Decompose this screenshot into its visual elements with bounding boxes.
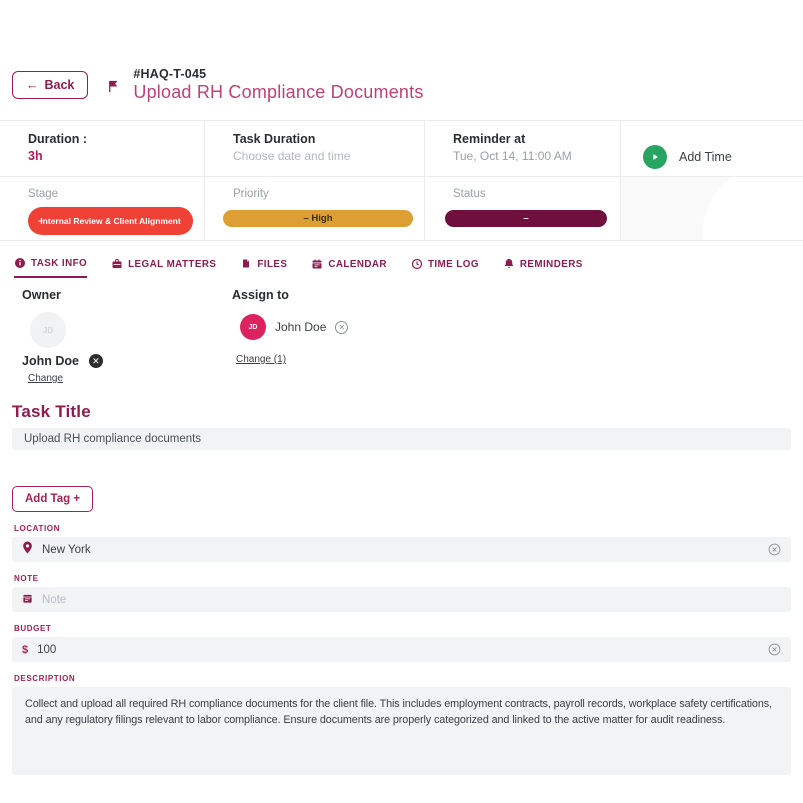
back-arrow-icon: ← (26, 78, 39, 92)
add-tag-button[interactable]: Add Tag + (12, 486, 94, 512)
location-value: New York (42, 543, 91, 556)
assign-label: Assign to (232, 288, 289, 302)
tab-reminders[interactable]: REMINDERS (503, 257, 583, 278)
stage-pill[interactable]: – Internal Review & Client Alignment (28, 207, 193, 235)
location-label: LOCATION (14, 524, 60, 533)
play-icon[interactable] (643, 144, 667, 169)
stage-cell: Stage – Internal Review & Client Alignme… (0, 177, 205, 240)
task-duration-label: Task Duration (233, 132, 316, 146)
add-time-label: Add Time (679, 149, 732, 164)
status-pill[interactable]: – (445, 210, 607, 227)
owner-name-row: John Doe ✕ (22, 354, 232, 368)
duration-cell: Duration : 3h (0, 121, 205, 176)
remove-assignee-icon[interactable]: ✕ (335, 320, 349, 334)
tab-files[interactable]: FILES (240, 257, 287, 278)
assignee-row: JD John Doe ✕ (240, 314, 442, 340)
owner-avatar[interactable]: JD (30, 312, 66, 348)
calendar-icon (311, 258, 323, 270)
location-pin-icon (22, 541, 33, 559)
assign-change-link[interactable]: Change (1) (236, 354, 287, 365)
priority-value: – High (303, 213, 333, 224)
tab-label: LEGAL MATTERS (128, 258, 217, 270)
reminder-value[interactable]: Tue, Oct 14, 11:00 AM (453, 149, 572, 163)
note-label: NOTE (14, 574, 39, 583)
flag-icon (106, 77, 121, 94)
description-label: DESCRIPTION (14, 674, 76, 683)
remove-owner-icon[interactable]: ✕ (88, 354, 103, 368)
assignee-avatar[interactable]: JD (240, 314, 266, 340)
back-button-label: Back (44, 78, 75, 92)
decorative-circle (703, 177, 803, 240)
location-field[interactable]: New York (12, 537, 791, 562)
description-textarea[interactable]: Collect and upload all required RH compl… (12, 687, 791, 775)
task-duration-cell[interactable]: Task Duration Choose date and time (205, 121, 425, 176)
tab-label: TIME LOG (427, 258, 479, 270)
note-field[interactable]: Note (12, 587, 791, 612)
budget-label: BUDGET (14, 624, 52, 633)
budget-field[interactable]: $ 100 (12, 637, 791, 662)
form-footer: Update (12, 780, 791, 803)
task-title-heading: Task Title (12, 402, 91, 421)
tab-legal-matters[interactable]: LEGAL MATTERS (111, 257, 216, 278)
clear-budget-icon[interactable] (768, 643, 781, 656)
tab-label: CALENDAR (328, 258, 387, 270)
status-cell: Status – (425, 177, 621, 240)
clear-location-icon[interactable] (768, 543, 781, 556)
summary-row-statuses: Stage – Internal Review & Client Alignme… (0, 177, 803, 241)
task-duration-placeholder[interactable]: Choose date and time (233, 149, 351, 163)
tab-label: REMINDERS (519, 258, 583, 270)
add-time-button[interactable]: Add Time (621, 121, 803, 176)
summary-row-durations: Duration : 3h Task Duration Choose date … (0, 121, 803, 177)
tab-task-info[interactable]: TASK INFO (14, 257, 88, 278)
reminder-label: Reminder at (453, 132, 526, 146)
task-form: Task Title Add Tag + LOCATION New York N… (0, 402, 803, 803)
people-section: Owner JD John Doe ✕ Change Assign to JD … (0, 278, 803, 386)
summary-card: Duration : 3h Task Duration Choose date … (0, 120, 803, 241)
assignee-initials: JD (248, 323, 258, 331)
priority-pill[interactable]: – High (223, 210, 413, 227)
duration-label: Duration : (28, 132, 88, 146)
task-id: #HAQ-T-045 (133, 67, 207, 81)
bell-icon (503, 258, 515, 270)
page-header: ← Back #HAQ-T-045 Upload RH Compliance D… (0, 62, 803, 108)
owner-initials: JD (42, 325, 54, 335)
stage-label: Stage (28, 188, 59, 200)
task-title-input[interactable] (12, 428, 791, 450)
budget-value: 100 (37, 643, 57, 656)
decorative-cell (621, 177, 803, 240)
clock-icon (411, 258, 423, 270)
info-icon (14, 257, 26, 269)
stage-value: Internal Review & Client Alignment (40, 215, 181, 226)
status-label: Status (453, 188, 486, 200)
tab-label: FILES (257, 258, 288, 270)
reminder-cell[interactable]: Reminder at Tue, Oct 14, 11:00 AM (425, 121, 621, 176)
briefcase-icon (111, 258, 123, 270)
priority-label: Priority (233, 188, 269, 200)
owner-change-link[interactable]: Change (28, 373, 64, 384)
back-button[interactable]: ← Back (12, 71, 89, 99)
note-icon (22, 591, 33, 609)
assign-section: Assign to JD John Doe ✕ Change (1) (232, 288, 442, 386)
tab-time-log[interactable]: TIME LOG (411, 257, 479, 278)
assignee-name: John Doe (275, 320, 327, 334)
files-icon (240, 258, 252, 270)
page-title: Upload RH Compliance Documents (133, 82, 424, 102)
duration-value: 3h (28, 149, 43, 163)
note-placeholder: Note (42, 593, 67, 606)
priority-cell: Priority – High (205, 177, 425, 240)
tab-calendar[interactable]: CALENDAR (311, 257, 387, 278)
tab-label: TASK INFO (31, 257, 88, 269)
title-block: #HAQ-T-045 Upload RH Compliance Document… (133, 67, 423, 103)
owner-section: Owner JD John Doe ✕ Change (22, 288, 232, 386)
dollar-icon: $ (22, 643, 29, 656)
status-value: – (523, 213, 529, 224)
stage-dash: – (38, 215, 44, 226)
owner-name: John Doe (22, 354, 79, 368)
tab-bar: TASK INFO LEGAL MATTERS FILES CALENDAR T… (0, 241, 803, 278)
owner-label: Owner (22, 288, 61, 302)
